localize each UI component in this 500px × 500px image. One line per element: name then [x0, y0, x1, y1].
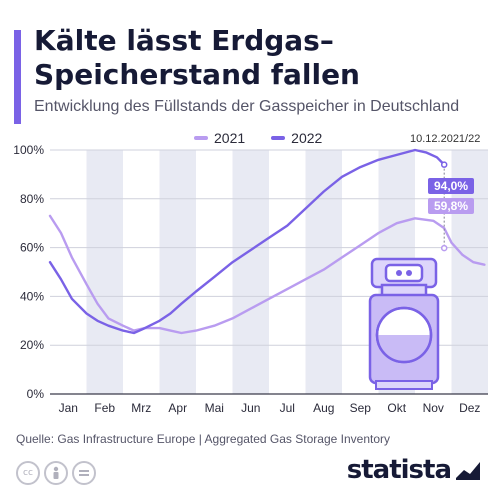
- annotation-label-2021: 59,8%: [434, 199, 468, 213]
- chart-legend: 2021 2022: [194, 130, 348, 146]
- statista-brand[interactable]: statista: [347, 455, 482, 485]
- x-tick-label: Jan: [59, 401, 78, 415]
- license-icons: cc: [16, 461, 100, 485]
- annotation-box-2022: [428, 178, 474, 194]
- series-line-2022: [48, 148, 446, 335]
- month-band: [232, 150, 269, 394]
- title-accent-bar: [14, 30, 21, 124]
- legend-swatch-2021: [194, 136, 208, 140]
- x-tick-label: Dez: [459, 401, 480, 415]
- legend-item-2022: 2022: [271, 130, 322, 146]
- legend-label-2022: 2022: [291, 130, 323, 146]
- y-tick-label: 100%: [13, 143, 44, 157]
- annotation-point-2021: [440, 244, 448, 252]
- legend-swatch-2022: [271, 136, 286, 140]
- x-tick-label: Jul: [280, 401, 295, 415]
- x-tick-label: Mrz: [131, 401, 151, 415]
- annotation-point-2022: [440, 161, 448, 168]
- annotation-label-2022: 94,0%: [434, 179, 468, 193]
- month-band: [159, 150, 196, 394]
- x-tick-label: Nov: [423, 401, 444, 415]
- no-derivatives-icon: [72, 461, 96, 485]
- y-tick-label: 0%: [27, 387, 45, 401]
- y-tick-label: 40%: [20, 289, 44, 303]
- x-tick-label: Feb: [94, 401, 115, 415]
- series-line-2021: [48, 214, 486, 335]
- brand-name: statista: [346, 455, 452, 485]
- x-tick-label: Jun: [241, 401, 260, 415]
- date-stamp: 10.12.2021/22: [410, 133, 481, 145]
- y-tick-label: 20%: [20, 338, 44, 352]
- y-tick-label: 60%: [20, 241, 44, 255]
- x-tick-label: Sep: [350, 401, 372, 415]
- x-tick-label: Aug: [313, 401, 334, 415]
- page-subtitle: Entwicklung des Füllstands der Gasspeich…: [34, 98, 460, 115]
- y-tick-label: 80%: [20, 192, 44, 206]
- creative-commons-icon: cc: [16, 461, 40, 485]
- source-note: Quelle: Gas Infrastructure Europe | Aggr…: [16, 432, 390, 446]
- annotation-box-2021: [428, 198, 474, 214]
- statista-logo-icon: [456, 462, 480, 480]
- page-title: Kälte lässt Erdgas–Speicherstand fallen: [34, 24, 360, 91]
- x-tick-label: Okt: [387, 401, 406, 415]
- legend-label-2021: 2021: [214, 130, 246, 146]
- month-band: [305, 150, 342, 394]
- attribution-icon: [44, 461, 68, 485]
- gas-cylinder-icon: [368, 257, 440, 390]
- month-band: [86, 150, 123, 394]
- x-tick-label: Mai: [205, 401, 224, 415]
- legend-item-2021: 2021: [194, 130, 245, 146]
- x-tick-label: Apr: [168, 401, 187, 415]
